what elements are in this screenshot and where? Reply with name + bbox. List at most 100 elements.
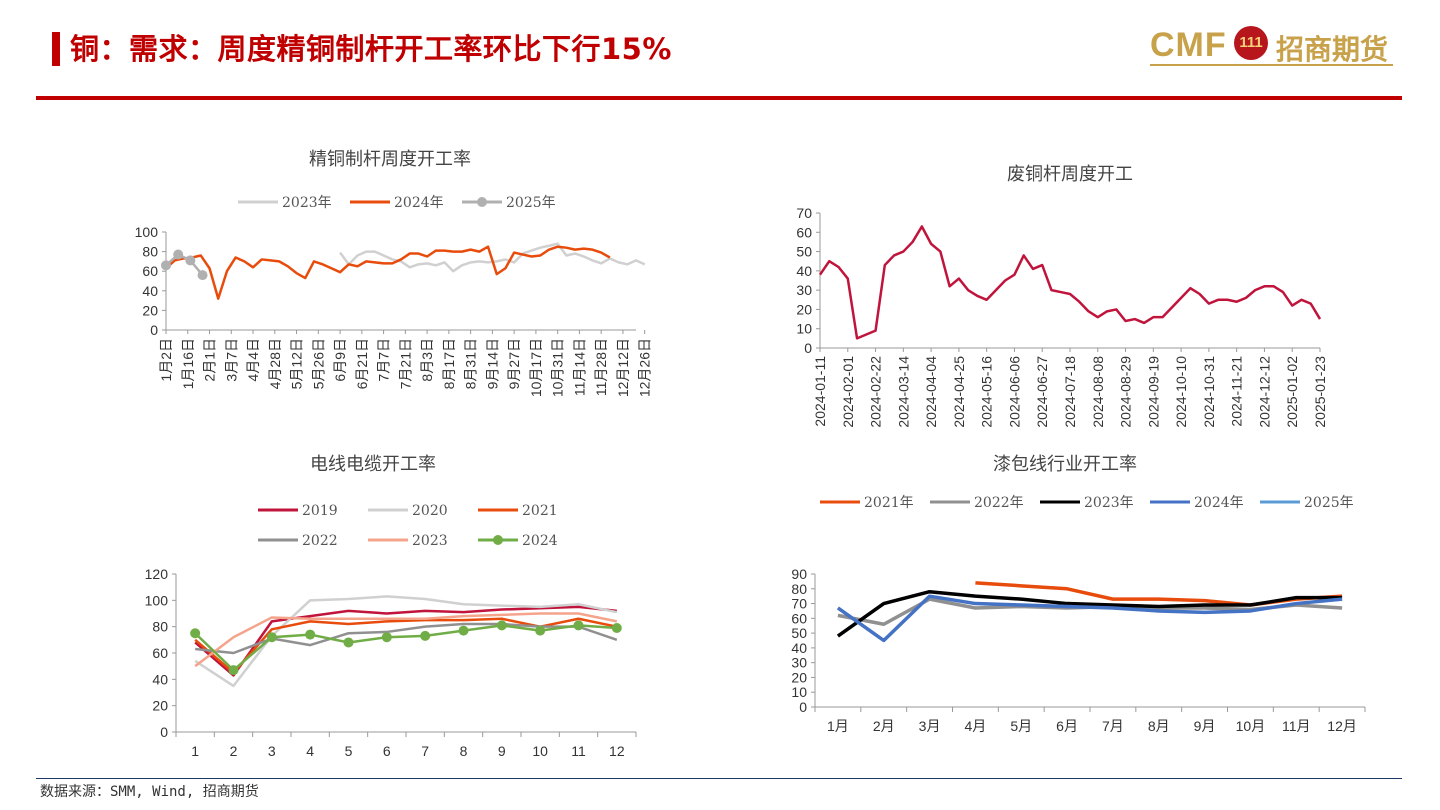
x-tick-label: 3月7日 <box>223 338 239 382</box>
legend-label: 2025年 <box>1304 495 1354 511</box>
legend-label: 2022 <box>302 533 338 549</box>
x-tick-label: 7月 <box>1102 718 1124 734</box>
x-tick-label: 9月14日 <box>484 338 500 389</box>
cmf-logo: CMF 111 招商期货 <box>1150 24 1400 68</box>
y-tick-label: 70 <box>796 205 812 221</box>
x-tick-label: 6月21日 <box>354 338 370 389</box>
y-tick-label: 40 <box>791 640 807 656</box>
series-line <box>836 589 1343 638</box>
x-tick-label: 2024-05-16 <box>979 356 995 428</box>
legend-label: 2023年 <box>282 195 332 211</box>
x-tick-label: 2024-08-08 <box>1090 356 1106 428</box>
x-tick-label: 2 <box>230 743 238 759</box>
y-tick-label: 60 <box>152 645 168 661</box>
x-tick-label: 12 <box>609 743 625 759</box>
x-tick-label: 11月 <box>1282 718 1311 734</box>
x-tick-label: 4月28日 <box>267 338 283 389</box>
x-tick-label: 11月28日 <box>593 338 609 396</box>
y-tick-label: 60 <box>791 610 807 626</box>
x-tick-label: 3 <box>268 743 276 759</box>
series-line <box>194 612 618 668</box>
x-tick-label: 2024-02-22 <box>868 356 884 428</box>
legend-label: 2022年 <box>974 495 1024 511</box>
y-tick-label: 50 <box>791 625 807 641</box>
chart-rod-weekly: 精铜制杆周度开工率 0 20 40 60 80 100 1月2日 1月16日 2月1日 3月7日 4月… <box>135 149 653 397</box>
x-tick-label: 2024-02-01 <box>840 356 856 428</box>
legend-marker <box>493 535 503 545</box>
series-point <box>197 270 208 281</box>
source-note: 数据来源：SMM, Wind, 招商期货 <box>40 784 259 800</box>
x-tick-label: 5月12日 <box>289 338 305 389</box>
y-tick-label: 50 <box>796 244 812 260</box>
x-tick-label: 4月 <box>965 718 987 734</box>
x-tick-label: 2024-06-27 <box>1034 356 1050 428</box>
x-tick-label: 2024-04-25 <box>951 356 967 428</box>
logo-underline <box>1150 64 1393 66</box>
y-tick-label: 10 <box>796 321 812 337</box>
logo-latin: CMF <box>1150 26 1227 64</box>
y-tick-label: 20 <box>791 669 807 685</box>
x-tick-label: 2024-10-31 <box>1201 356 1217 428</box>
series-point <box>420 630 431 641</box>
series-point <box>185 255 196 266</box>
x-tick-label: 2月1日 <box>202 338 218 382</box>
x-tick-label: 6 <box>383 743 391 759</box>
y-tick-label: 60 <box>796 224 812 240</box>
x-tick-label: 2024-01-11 <box>812 356 828 427</box>
legend-label: 2024 <box>522 533 558 549</box>
x-tick-label: 9 <box>498 743 506 759</box>
y-tick-label: 120 <box>145 566 169 582</box>
series-point <box>266 632 277 643</box>
y-tick-label: 0 <box>804 340 812 356</box>
chart-scrap-rod-weekly: 废铜杆周度开工 0 10 20 30 40 50 60 70 2024-01-11 2024-02-… <box>796 164 1328 428</box>
x-tick-label: 1月 <box>827 718 849 734</box>
y-tick-label: 80 <box>152 619 168 635</box>
header-divider <box>36 96 1402 100</box>
x-tick-label: 4月4日 <box>245 338 261 382</box>
chart-title: 漆包线行业开工率 <box>993 454 1137 475</box>
legend-label: 2023 <box>412 533 448 549</box>
x-tick-label: 3月 <box>919 718 941 734</box>
x-tick-label: 8月 <box>1148 718 1170 734</box>
logo-text: 招商期货 <box>1276 33 1389 66</box>
y-tick-label: 70 <box>791 596 807 612</box>
x-tick-label: 11月14日 <box>571 338 587 396</box>
x-tick-label: 6月9日 <box>332 338 348 382</box>
series-point <box>573 620 584 631</box>
x-tick-label: 12月12日 <box>615 338 631 397</box>
y-tick-label: 40 <box>152 671 168 687</box>
x-tick-label: 1月16日 <box>180 338 196 389</box>
series-point <box>305 629 316 640</box>
x-tick-label: 10月17日 <box>528 338 544 397</box>
legend-label: 2024年 <box>1194 495 1244 511</box>
x-tick-label: 1 <box>191 743 199 759</box>
y-tick-label: 20 <box>796 301 812 317</box>
chart-title: 废铜杆周度开工 <box>1007 164 1133 185</box>
x-tick-label: 2024-04-04 <box>923 356 939 428</box>
series-point <box>161 260 171 271</box>
x-tick-label: 2024-03-14 <box>895 356 911 428</box>
x-tick-label: 1月2日 <box>158 338 174 382</box>
legend-label: 2025年 <box>506 195 556 211</box>
x-tick-label: 8月3日 <box>419 338 435 382</box>
series-line <box>165 245 611 300</box>
x-tick-label: 7月7日 <box>376 338 392 382</box>
x-tick-label: 2024-06-06 <box>1006 356 1022 428</box>
x-tick-label: 12月 <box>1327 718 1357 734</box>
x-tick-label: 5 <box>345 743 353 759</box>
x-tick-label: 7 <box>421 743 429 759</box>
footer-divider <box>36 778 1402 779</box>
series-line <box>194 624 617 672</box>
x-tick-label: 4 <box>306 743 314 759</box>
x-tick-label: 9月 <box>1194 718 1216 734</box>
legend-label: 2024年 <box>394 195 444 211</box>
series-point <box>190 628 201 639</box>
chart-title: 电线电缆开工率 <box>310 454 436 475</box>
x-tick-label: 2024-10-10 <box>1173 356 1189 428</box>
x-tick-label: 2025-01-23 <box>1312 356 1328 428</box>
legend-label: 2023年 <box>1084 495 1134 511</box>
y-tick-label: 0 <box>799 699 807 715</box>
x-tick-label: 6月 <box>1056 718 1078 734</box>
